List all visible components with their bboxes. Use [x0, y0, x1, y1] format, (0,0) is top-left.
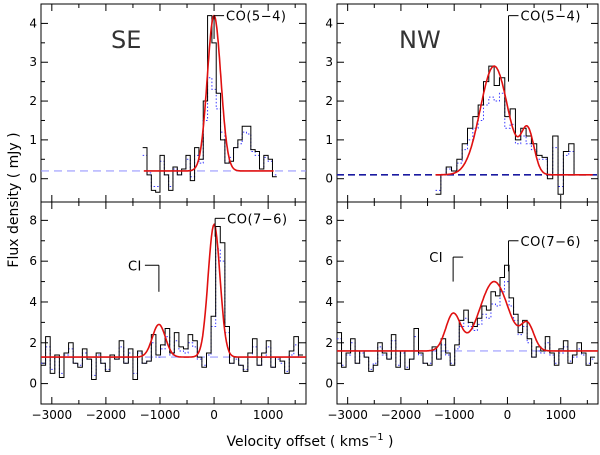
panel-se-co54: 0 1 2 3 4 SE CO(5−4)	[29, 3, 307, 203]
panel-frame	[40, 3, 307, 203]
panel-se-co76: 0 2 4 6 8 −3000 −2000 −1000 0 1000 CI CO(7−6)	[29, 201, 307, 422]
y-tick-label: 0	[325, 172, 333, 186]
x-tick-label: 0	[504, 408, 512, 422]
y-tick-label: 6	[325, 254, 333, 268]
y-tick-label: 2	[325, 336, 333, 350]
panel-nw-co54: 0 1 2 3 4 NW CO(5−4)	[325, 3, 599, 203]
x-axis-label: Velocity offset ( kms−1 )	[226, 432, 393, 450]
dotted-spectrum	[41, 248, 304, 376]
x-tick-label: −1000	[140, 408, 181, 422]
gaussian-fit	[435, 65, 593, 176]
dotted-spectrum	[337, 281, 596, 370]
y-tick-label: 8	[29, 213, 37, 227]
gaussian-fit	[143, 14, 274, 172]
panel-frame	[40, 201, 307, 405]
line-marker-label: CO(7−6)	[227, 212, 287, 227]
gaussian-fit	[337, 280, 598, 352]
x-tick-label: −1000	[434, 408, 475, 422]
y-tick-label: 0	[29, 377, 37, 391]
line-marker-label: CO(7−6)	[521, 235, 581, 250]
line-marker-label: CI	[128, 259, 142, 274]
histogram-spectrum	[337, 264, 596, 372]
y-tick-label: 2	[29, 94, 37, 108]
x-tick-label: 0	[210, 408, 218, 422]
y-tick-label: 4	[325, 295, 333, 309]
y-tick-label: 2	[325, 94, 333, 108]
y-tick-label: 0	[29, 172, 37, 186]
panel-nw-co76: 0 2 4 6 8 −3000 −2000 −1000 0 1000 CI CO(7−6)	[325, 201, 599, 422]
histogram-spectrum	[142, 15, 277, 193]
y-tick-label: 1	[325, 133, 333, 147]
x-tick-label: −3000	[327, 408, 368, 422]
histogram-spectrum	[435, 65, 580, 195]
gaussian-fit	[41, 222, 306, 358]
x-tick-label: −3000	[32, 408, 73, 422]
y-tick-label: 3	[325, 55, 333, 69]
x-tick-label: −2000	[86, 408, 127, 422]
line-marker-label: CI	[429, 251, 443, 266]
panels-group: 0 1 2 3 4 SE CO(5−4) 0 1 2 3 4 NW CO(5−4) 0 2 4 6 8 −3000 −2…	[29, 3, 599, 422]
line-marker-label: CO(5−4)	[226, 10, 286, 25]
panel-frame	[336, 3, 599, 203]
x-tick-label: 1000	[545, 408, 576, 422]
line-marker-label: CO(5−4)	[521, 10, 581, 25]
x-tick-label: −2000	[381, 408, 422, 422]
y-tick-label: 3	[29, 55, 37, 69]
y-tick-label: 0	[325, 377, 333, 391]
y-tick-label: 4	[325, 16, 333, 30]
panel-frame	[336, 201, 599, 405]
y-tick-label: 6	[29, 254, 37, 268]
x-tick-label: 1000	[253, 408, 284, 422]
y-tick-label: 1	[29, 133, 37, 147]
y-tick-label: 2	[29, 336, 37, 350]
y-tick-label: 4	[29, 16, 37, 30]
y-axis-label: Flux density ( mJy )	[6, 132, 22, 267]
region-label: NW	[399, 26, 441, 54]
region-label: SE	[111, 26, 141, 54]
y-tick-label: 8	[325, 213, 333, 227]
y-tick-label: 4	[29, 295, 37, 309]
